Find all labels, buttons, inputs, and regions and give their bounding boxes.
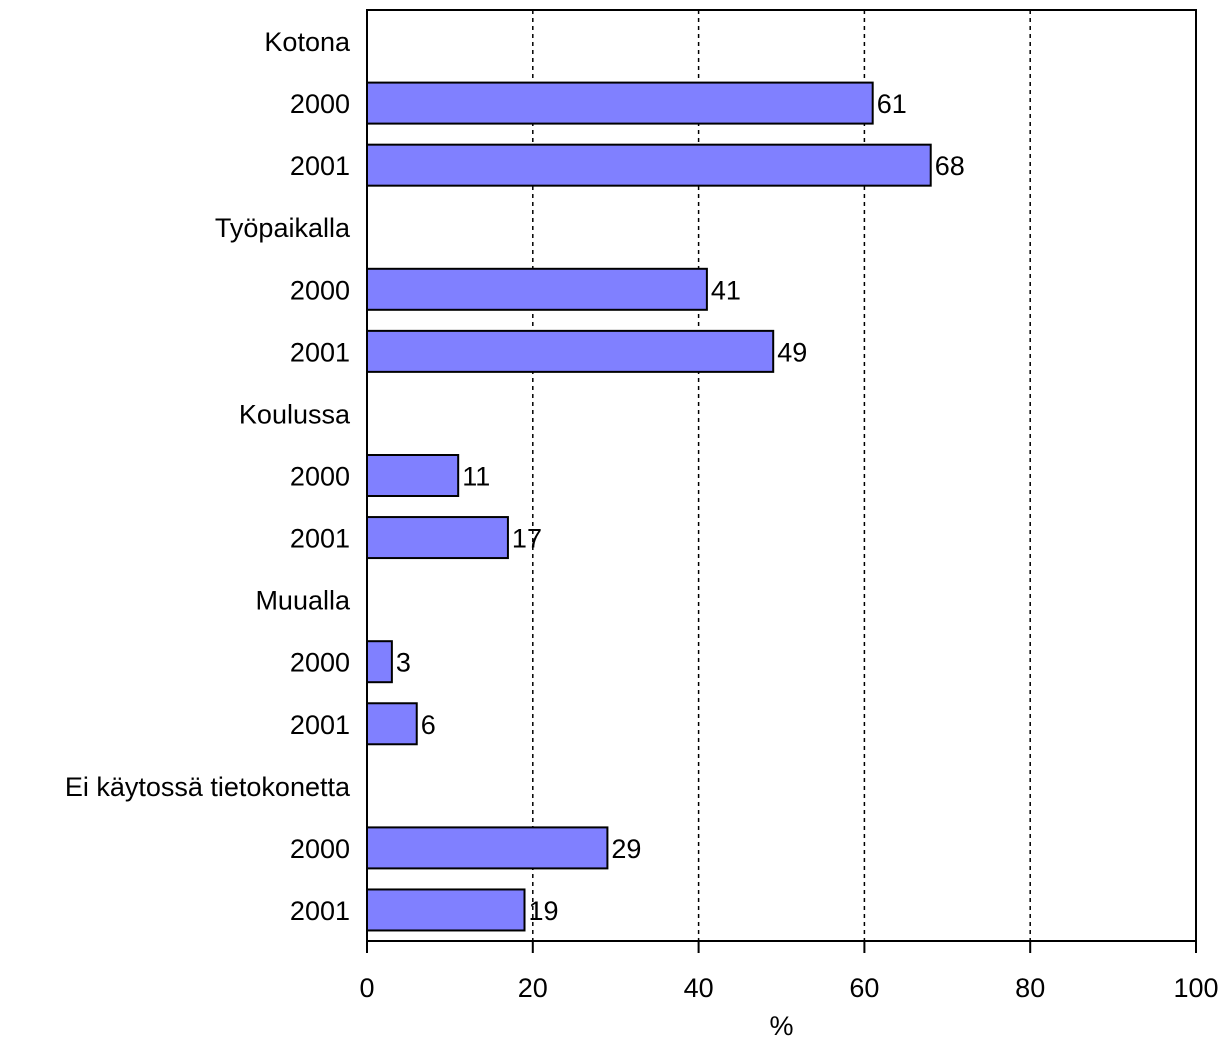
value-label: 29 (611, 834, 641, 864)
x-axis-title: % (769, 1011, 793, 1041)
x-tick-label: 40 (684, 973, 714, 1003)
x-tick-label: 20 (518, 973, 548, 1003)
value-label: 41 (711, 275, 741, 305)
bar (366, 81, 874, 125)
x-axis-ticks: 0 20 40 60 80 100 (359, 941, 1219, 1003)
category-label: 2000 (290, 462, 350, 492)
value-label: 17 (512, 524, 542, 554)
plot-frame (366, 9, 1197, 942)
category-label: 2001 (290, 151, 350, 181)
category-label: Koulussa (239, 399, 351, 429)
category-labels: Kotona 2000 2001 Työpaikalla 2000 2001 Kouluss… (65, 27, 351, 926)
category-label: Muualla (255, 586, 351, 616)
category-label: 2000 (290, 89, 350, 119)
value-labels: 61 68 41 49 11 17 3 6 29 19 (396, 89, 965, 926)
category-label: 2000 (290, 834, 350, 864)
x-tick-label: 100 (1173, 973, 1218, 1003)
bar (366, 267, 708, 311)
bar (366, 143, 932, 187)
value-label: 68 (935, 151, 965, 181)
category-label: Työpaikalla (215, 213, 351, 243)
category-label: 2001 (290, 524, 350, 554)
value-label: 19 (529, 896, 559, 926)
category-label: 2000 (290, 275, 350, 305)
value-label: 3 (396, 648, 411, 678)
bar (366, 329, 775, 373)
value-label: 6 (421, 710, 436, 740)
bar-series (366, 81, 932, 932)
x-tick-label: 60 (849, 973, 879, 1003)
bar (366, 888, 526, 932)
value-label: 49 (777, 337, 807, 367)
value-label: 11 (462, 462, 490, 492)
category-label: 2000 (290, 648, 350, 678)
bar (366, 454, 460, 497)
category-label: 2001 (290, 337, 350, 367)
value-label: 61 (877, 89, 907, 119)
x-tick-label: 0 (359, 973, 374, 1003)
bar (366, 826, 609, 870)
bar (366, 640, 393, 684)
bar (366, 702, 418, 746)
category-label: Kotona (264, 27, 351, 57)
category-label: Ei käytossä tietokonetta (65, 772, 351, 802)
category-label: 2001 (290, 896, 350, 926)
x-tick-label: 80 (1015, 973, 1045, 1003)
bar (366, 516, 509, 560)
category-label: 2001 (290, 710, 350, 740)
